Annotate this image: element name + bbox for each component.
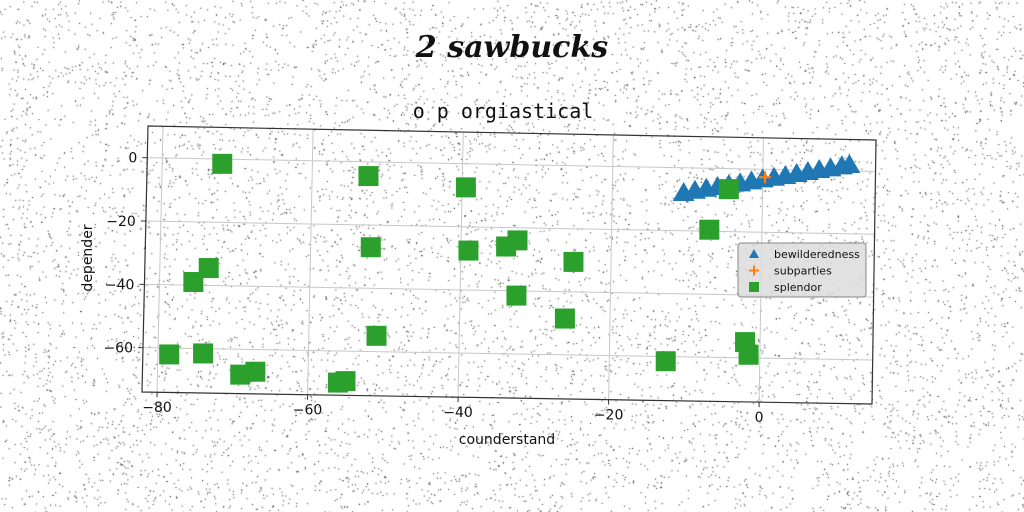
y-tick-label: −20 <box>106 214 136 230</box>
figure-suptitle: 2 sawbucks <box>415 30 609 65</box>
legend: bewilderedness subparties splendor <box>737 242 867 298</box>
splendor-point <box>458 240 479 261</box>
x-axis-label: counderstand <box>459 432 555 448</box>
splendor-point <box>563 251 584 272</box>
legend-label-bewilderedness: bewilderedness <box>774 248 860 261</box>
x-tick-label: −40 <box>443 405 473 421</box>
y-tick-label: 0 <box>128 151 137 167</box>
subparties-point <box>759 171 772 184</box>
y-tick-label: −40 <box>105 277 135 293</box>
series-splendor <box>159 153 759 393</box>
splendor-point <box>358 166 379 187</box>
legend-marker-bewilderedness <box>749 249 759 258</box>
splendor-point <box>554 308 575 329</box>
x-grid-line <box>457 132 464 398</box>
legend-marker-splendor <box>749 282 759 292</box>
splendor-point <box>360 237 381 258</box>
x-tick-label: −80 <box>142 400 172 416</box>
y-grid-line <box>147 157 876 172</box>
chart-title: o p orgiastical <box>413 99 594 123</box>
legend-label-splendor: splendor <box>774 281 822 294</box>
legend-marker-subparties <box>749 265 759 276</box>
x-tick-label: −20 <box>594 408 624 424</box>
series-subparties <box>759 171 772 184</box>
splendor-point <box>193 343 214 364</box>
splendor-point <box>718 179 739 200</box>
splendor-point <box>198 258 219 279</box>
splendor-point <box>335 371 356 392</box>
splendor-point <box>506 285 527 306</box>
splendor-point <box>245 361 266 382</box>
splendor-point <box>230 364 251 385</box>
axes-frame <box>141 125 877 405</box>
y-grid-line <box>145 220 875 235</box>
bewilderedness-point <box>838 153 861 173</box>
y-axis-label: depender <box>80 224 96 291</box>
splendor-point <box>183 272 204 293</box>
x-grid-line <box>608 134 614 400</box>
splendor-point <box>212 153 233 174</box>
y-tick-label: −60 <box>103 341 133 357</box>
x-tick-label: 0 <box>755 410 764 426</box>
x-tick-label: −60 <box>293 403 323 419</box>
y-grid-line <box>142 347 873 361</box>
splendor-point <box>159 344 180 365</box>
plot-area <box>159 153 861 393</box>
legend-label-subparties: subparties <box>774 265 832 278</box>
splendor-point <box>455 177 476 198</box>
legend-box <box>737 242 867 298</box>
splendor-point <box>738 344 759 365</box>
splendor-point <box>507 230 528 251</box>
series-bewilderedness <box>672 153 861 202</box>
x-grid-line <box>307 129 314 395</box>
splendor-point <box>699 219 720 240</box>
splendor-point <box>366 325 387 346</box>
splendor-point <box>655 351 676 372</box>
axis-ticks: −80 −60 −40 −20 0 0 −20 −40 −60 <box>103 151 763 426</box>
